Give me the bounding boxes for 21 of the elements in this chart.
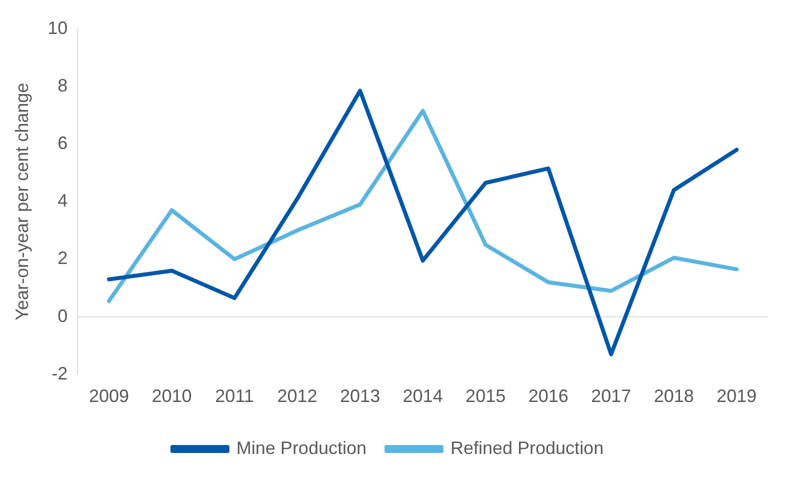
y-tick-label: 0 xyxy=(58,306,68,326)
x-tick-label: 2013 xyxy=(340,386,380,406)
x-tick-label: 2018 xyxy=(654,386,694,406)
legend-label: Refined Production xyxy=(450,438,604,458)
x-tick-label: 2011 xyxy=(215,386,254,406)
legend-label: Mine Production xyxy=(236,438,366,458)
x-tick-label: 2015 xyxy=(466,386,506,406)
x-tick-label: 2009 xyxy=(88,386,130,406)
x-tick-label: 2014 xyxy=(402,386,443,406)
y-tick-label: 8 xyxy=(58,75,68,96)
y-tick-label: 10 xyxy=(48,18,68,38)
y-tick-label: 4 xyxy=(58,190,68,211)
y-tick-label: 2 xyxy=(58,248,68,268)
x-tick-label: 2017 xyxy=(591,386,632,406)
y-axis-title: Year-on-year per cent change xyxy=(12,82,32,320)
x-tick-label: 2019 xyxy=(716,386,757,406)
y-tick-label: -2 xyxy=(52,363,68,384)
x-tick-label: 2010 xyxy=(152,386,192,406)
y-tick-label: 6 xyxy=(58,132,68,153)
x-tick-label: 2016 xyxy=(528,386,568,406)
x-tick-label: 2012 xyxy=(277,386,318,406)
